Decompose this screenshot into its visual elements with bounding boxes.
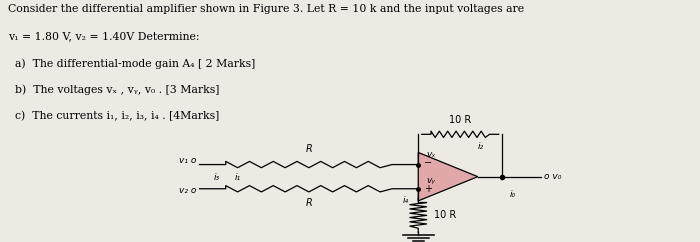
- Text: b)  The voltages vₓ , vᵧ, v₀ . [3 Marks]: b) The voltages vₓ , vᵧ, v₀ . [3 Marks]: [8, 85, 220, 95]
- Text: i₁: i₁: [235, 173, 241, 182]
- Text: v₂ o: v₂ o: [178, 186, 196, 195]
- Polygon shape: [419, 152, 477, 201]
- Text: vₓ: vₓ: [427, 150, 436, 159]
- Text: R: R: [305, 144, 312, 154]
- Text: +: +: [424, 184, 432, 195]
- Text: o v₀: o v₀: [545, 172, 561, 181]
- Text: v₁ = 1.80 V, v₂ = 1.40V Determine:: v₁ = 1.80 V, v₂ = 1.40V Determine:: [8, 31, 200, 41]
- Text: v₁ o: v₁ o: [178, 156, 196, 166]
- Text: i₄: i₄: [402, 196, 409, 205]
- Text: 10 R: 10 R: [449, 115, 471, 125]
- Text: 10 R: 10 R: [434, 210, 456, 220]
- Text: i₀: i₀: [510, 190, 516, 199]
- Text: i₂: i₂: [478, 142, 484, 151]
- Text: c)  The currents i₁, i₂, i₃, i₄ . [4Marks]: c) The currents i₁, i₂, i₃, i₄ . [4Marks…: [8, 111, 220, 122]
- Text: a)  The differential-mode gain A₄ [ 2 Marks]: a) The differential-mode gain A₄ [ 2 Mar…: [8, 58, 256, 69]
- Text: vᵧ: vᵧ: [427, 176, 435, 185]
- Text: Consider the differential amplifier shown in Figure 3. Let R = 10 k and the inpu: Consider the differential amplifier show…: [8, 4, 524, 14]
- Text: −: −: [424, 158, 432, 168]
- Text: i₃: i₃: [214, 173, 220, 182]
- Text: R: R: [305, 198, 312, 208]
